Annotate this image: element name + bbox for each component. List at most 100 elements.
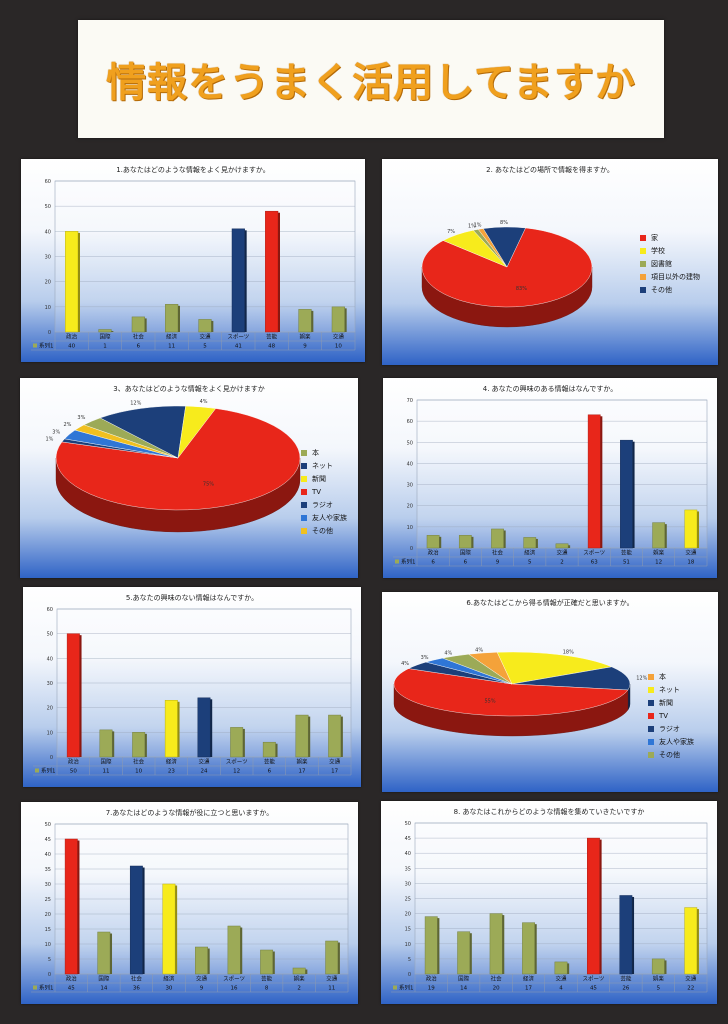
bar: [132, 732, 146, 758]
pie-chart-svg: 83% 7% 1%1% 8%: [421, 220, 593, 328]
category-label: 国際: [460, 549, 472, 557]
bar: [197, 697, 211, 758]
legend-label: TV: [312, 487, 322, 496]
data-label: 36: [133, 986, 140, 992]
y-tick-label: 40: [407, 461, 413, 467]
slice-percent-label: 4%: [475, 647, 483, 653]
bar-side: [340, 716, 343, 757]
data-label: 12: [233, 769, 240, 775]
poster-title-banner: 情報をうまく活用してますか: [78, 20, 664, 138]
y-tick-label: 0: [410, 546, 413, 552]
bar-side: [439, 536, 442, 548]
legend-label: その他: [651, 285, 672, 294]
data-label: 6: [431, 560, 435, 566]
legend-label: 新聞: [312, 474, 326, 483]
bar: [587, 414, 601, 549]
series-legend-label: 系列1: [41, 767, 56, 775]
chart-title: 1.あなたはどのような情報をよく見かけますか。: [116, 166, 270, 174]
bar: [652, 522, 666, 549]
data-label: 40: [68, 344, 75, 350]
category-label: 交通: [555, 975, 567, 983]
category-label: 交通: [199, 333, 211, 341]
series-legend-swatch: [395, 559, 399, 564]
category-label: 社会: [133, 333, 145, 341]
category-label: 芸能: [266, 333, 278, 341]
y-tick-label: 60: [47, 607, 53, 613]
legend-item: TV: [648, 709, 694, 722]
bar-side: [144, 318, 147, 332]
bar: [65, 231, 79, 333]
y-tick-label: 5: [48, 957, 51, 963]
bar-side: [568, 545, 571, 548]
category-label: 娯楽: [294, 975, 306, 983]
legend-item: その他: [301, 524, 347, 537]
legend-swatch: [648, 725, 654, 732]
pie-slice: [482, 226, 526, 268]
data-label: 14: [100, 986, 107, 992]
y-tick-label: 45: [405, 836, 411, 842]
chart-title: 7.あなたはどのような情報が役に立つと思いますか。: [105, 809, 274, 817]
chart-title: 5.あなたの興味のない情報はなんですか。: [125, 594, 259, 602]
bar: [198, 319, 212, 333]
legend-item: 学校: [640, 244, 700, 257]
poster-title: 情報をうまく活用してますか: [106, 60, 636, 106]
bar-side: [632, 896, 635, 974]
y-tick-label: 40: [47, 656, 53, 662]
bar: [230, 727, 244, 758]
chart-title: 6.あなたはどこから得る情報が正確だと思いますか。: [466, 599, 634, 607]
bar: [555, 543, 569, 549]
slice-percent-label: 83%: [516, 286, 527, 292]
chart-panel-6: 6.あなたはどこから得る情報が正確だと思いますか。 4% 18% 12% 55% 4% 3…: [382, 592, 718, 792]
legend-item: 図書館: [640, 257, 700, 270]
y-tick-label: 50: [45, 822, 51, 828]
data-label: 16: [231, 986, 238, 992]
data-label: 4: [559, 986, 563, 992]
bar-chart-svg: 0 10 20 30 40 50 60 政治 国際 社会 経済 交通 スポーツ 芸能 娯楽 交通 40 1 6 11 5…: [31, 179, 356, 351]
slice-percent-label: 1%: [45, 436, 53, 442]
bar: [489, 913, 503, 975]
category-label: スポーツ: [227, 334, 249, 341]
bar-side: [77, 840, 80, 974]
bar-side: [211, 320, 214, 332]
series-legend-swatch: [393, 985, 397, 990]
y-tick-label: 35: [45, 867, 51, 873]
category-label: 社会: [491, 975, 503, 983]
legend-item: ラジオ: [648, 722, 694, 735]
y-tick-label: 10: [405, 942, 411, 948]
data-label: 6: [268, 769, 272, 775]
y-tick-label: 25: [405, 897, 411, 903]
legend-label: 本: [312, 448, 319, 457]
category-label: 経済: [163, 975, 175, 983]
bar-side: [664, 960, 667, 974]
legend-label: ネット: [659, 685, 680, 694]
legend-swatch: [640, 260, 646, 267]
bar: [262, 741, 276, 758]
bar: [619, 895, 633, 975]
bar-side: [78, 232, 80, 332]
bar-chart-svg: 0 5 10 15 20 25 30 35 40 45 50 政治 国際 社会 経済 交通 スポーツ 芸能 娯楽 交通…: [31, 822, 349, 993]
y-tick-label: 20: [407, 504, 413, 510]
data-label: 17: [331, 769, 338, 775]
legend-swatch: [648, 738, 654, 745]
y-tick-label: 15: [45, 927, 51, 933]
bar: [64, 838, 78, 975]
pie-slice: [511, 666, 631, 691]
legend-label: 友人や家族: [312, 513, 347, 522]
bar: [684, 907, 698, 975]
bar: [129, 865, 143, 975]
legend-swatch: [301, 475, 307, 482]
data-label: 9: [303, 344, 307, 350]
bar-side: [311, 310, 314, 332]
bar: [325, 940, 339, 975]
y-tick-label: 20: [47, 706, 53, 712]
bar-side: [437, 918, 440, 974]
category-label: 国際: [100, 758, 112, 766]
bar-side: [600, 416, 603, 548]
bar: [651, 958, 665, 975]
series-legend-swatch: [33, 343, 37, 348]
category-label: スポーツ: [582, 976, 604, 983]
bar: [164, 700, 178, 758]
legend-item: 項目以外の建物: [640, 270, 700, 283]
category-label: 娯楽: [653, 975, 665, 983]
slice-percent-label: 3%: [52, 430, 60, 436]
